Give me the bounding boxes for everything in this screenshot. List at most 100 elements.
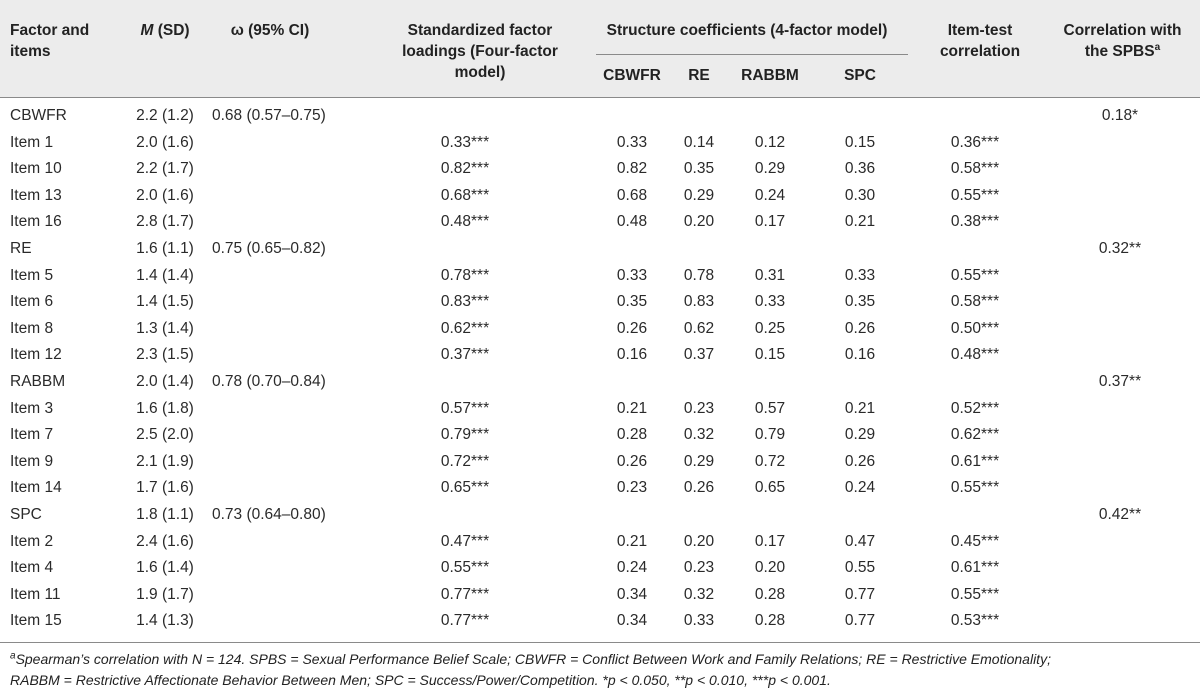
header-factor-items: Factor and items (10, 20, 130, 62)
header-itemtest-line1: Item-test (947, 22, 1013, 39)
itemtest-value: 0.50*** (950, 319, 1000, 337)
factor-label: Item 5 (10, 266, 54, 284)
structure-spc: 0.24 (844, 479, 876, 497)
structure-cbwfr: 0.33 (616, 133, 648, 151)
factor-label: Item 10 (10, 160, 62, 178)
header-correlation: Correlation with the SPBSa (1050, 20, 1195, 62)
header-mean-sd-suffix: (SD) (157, 22, 190, 39)
subheader-rabbm: RABBM (741, 67, 799, 84)
structure-spc: 0.21 (844, 213, 876, 231)
structure-cbwfr: 0.21 (616, 532, 648, 550)
structure-rabbm: 0.25 (754, 319, 786, 337)
mean-sd: 2.2 (1.2) (136, 107, 194, 124)
structure-cbwfr: 0.35 (616, 293, 648, 311)
factor-label: SPC (10, 506, 42, 523)
structure-spc: 0.77 (844, 585, 876, 603)
itemtest-value: 0.36*** (950, 133, 1000, 151)
factor-label: Item 12 (10, 346, 62, 364)
mean-sd: 1.4 (1.4) (136, 266, 194, 284)
structure-cbwfr: 0.26 (616, 319, 648, 337)
correlation-value: 0.42** (1098, 506, 1142, 523)
structure-cbwfr: 0.16 (616, 346, 648, 364)
structure-cbwfr: 0.21 (616, 399, 648, 417)
structure-spc: 0.47 (844, 532, 876, 550)
loading-value: 0.65*** (440, 479, 490, 497)
structure-rabbm: 0.28 (754, 585, 786, 603)
header-corr-line2: the SPBSa (1050, 41, 1195, 62)
correlation-value: 0.32** (1098, 240, 1142, 257)
mean-sd: 2.0 (1.6) (136, 186, 194, 204)
header-itemtest: Item-test correlation (920, 20, 1040, 62)
structure-re: 0.78 (683, 266, 715, 284)
footnote-line2: RABBM = Restrictive Affectionate Behavio… (10, 672, 831, 688)
structure-spc: 0.77 (844, 612, 876, 630)
subheader-spc: SPC (844, 67, 876, 84)
header-mean-m: M (140, 22, 154, 39)
structure-rabbm: 0.15 (754, 346, 786, 364)
loading-value: 0.55*** (440, 559, 490, 577)
structure-cbwfr: 0.82 (616, 160, 648, 178)
itemtest-value: 0.55*** (950, 186, 1000, 204)
header-factor-line2: items (10, 43, 51, 60)
factor-label: Item 4 (10, 559, 54, 577)
header-loadings: Standardized factor loadings (Four-facto… (380, 20, 580, 83)
structure-re: 0.29 (683, 452, 715, 470)
itemtest-value: 0.55*** (950, 266, 1000, 284)
omega-value: 0.73 (0.64–0.80) (212, 506, 326, 523)
omega-value: 0.75 (0.65–0.82) (212, 240, 326, 257)
itemtest-value: 0.58*** (950, 160, 1000, 178)
factor-label: CBWFR (10, 107, 67, 124)
structure-rabbm: 0.12 (754, 133, 786, 151)
structure-rabbm: 0.65 (754, 479, 786, 497)
mean-sd: 1.8 (1.1) (136, 506, 194, 523)
structure-rabbm: 0.79 (754, 426, 786, 444)
structure-spc: 0.21 (844, 399, 876, 417)
table-bottom-rule (0, 642, 1200, 643)
structure-re: 0.20 (683, 532, 715, 550)
loading-value: 0.62*** (440, 319, 490, 337)
structure-rabbm: 0.17 (754, 532, 786, 550)
structure-re: 0.37 (683, 346, 715, 364)
header-itemtest-line2: correlation (939, 43, 1021, 60)
mean-sd: 1.4 (1.5) (136, 293, 194, 311)
mean-sd: 1.6 (1.8) (136, 399, 194, 417)
structure-spc: 0.26 (844, 452, 876, 470)
factor-label: Item 16 (10, 213, 62, 231)
itemtest-value: 0.61*** (950, 559, 1000, 577)
loading-value: 0.72*** (440, 452, 490, 470)
header-corr-line2-text: the SPBS (1084, 43, 1155, 60)
mean-sd: 2.3 (1.5) (136, 346, 194, 364)
itemtest-value: 0.38*** (950, 213, 1000, 231)
header-omega: ω (95% CI) (230, 22, 310, 39)
structure-spc: 0.55 (844, 559, 876, 577)
loading-value: 0.37*** (440, 346, 490, 364)
structure-cbwfr: 0.68 (616, 186, 648, 204)
omega-value: 0.78 (0.70–0.84) (212, 373, 326, 390)
structure-re: 0.29 (683, 186, 715, 204)
structure-cbwfr: 0.24 (616, 559, 648, 577)
loading-value: 0.77*** (440, 585, 490, 603)
structure-spc: 0.16 (844, 346, 876, 364)
itemtest-value: 0.62*** (950, 426, 1000, 444)
structure-re: 0.20 (683, 213, 715, 231)
factor-label: Item 6 (10, 293, 54, 311)
structure-re: 0.62 (683, 319, 715, 337)
mean-sd: 1.9 (1.7) (136, 585, 194, 603)
mean-sd: 2.0 (1.6) (136, 133, 194, 151)
structure-cbwfr: 0.48 (616, 213, 648, 231)
subheader-re: RE (688, 67, 710, 84)
structure-spc: 0.30 (844, 186, 876, 204)
table-footnote: aSpearman’s correlation with N = 124. SP… (10, 649, 1195, 691)
loading-value: 0.47*** (440, 532, 490, 550)
factor-label: RE (10, 240, 32, 257)
loading-value: 0.48*** (440, 213, 490, 231)
loading-value: 0.57*** (440, 399, 490, 417)
loading-value: 0.83*** (440, 293, 490, 311)
structure-rabbm: 0.29 (754, 160, 786, 178)
header-factor-line1: Factor and (10, 22, 90, 39)
factor-label: RABBM (10, 373, 66, 390)
loading-value: 0.78*** (440, 266, 490, 284)
structure-re: 0.33 (683, 612, 715, 630)
correlation-value: 0.37** (1098, 373, 1142, 390)
factor-label: Item 8 (10, 319, 54, 337)
